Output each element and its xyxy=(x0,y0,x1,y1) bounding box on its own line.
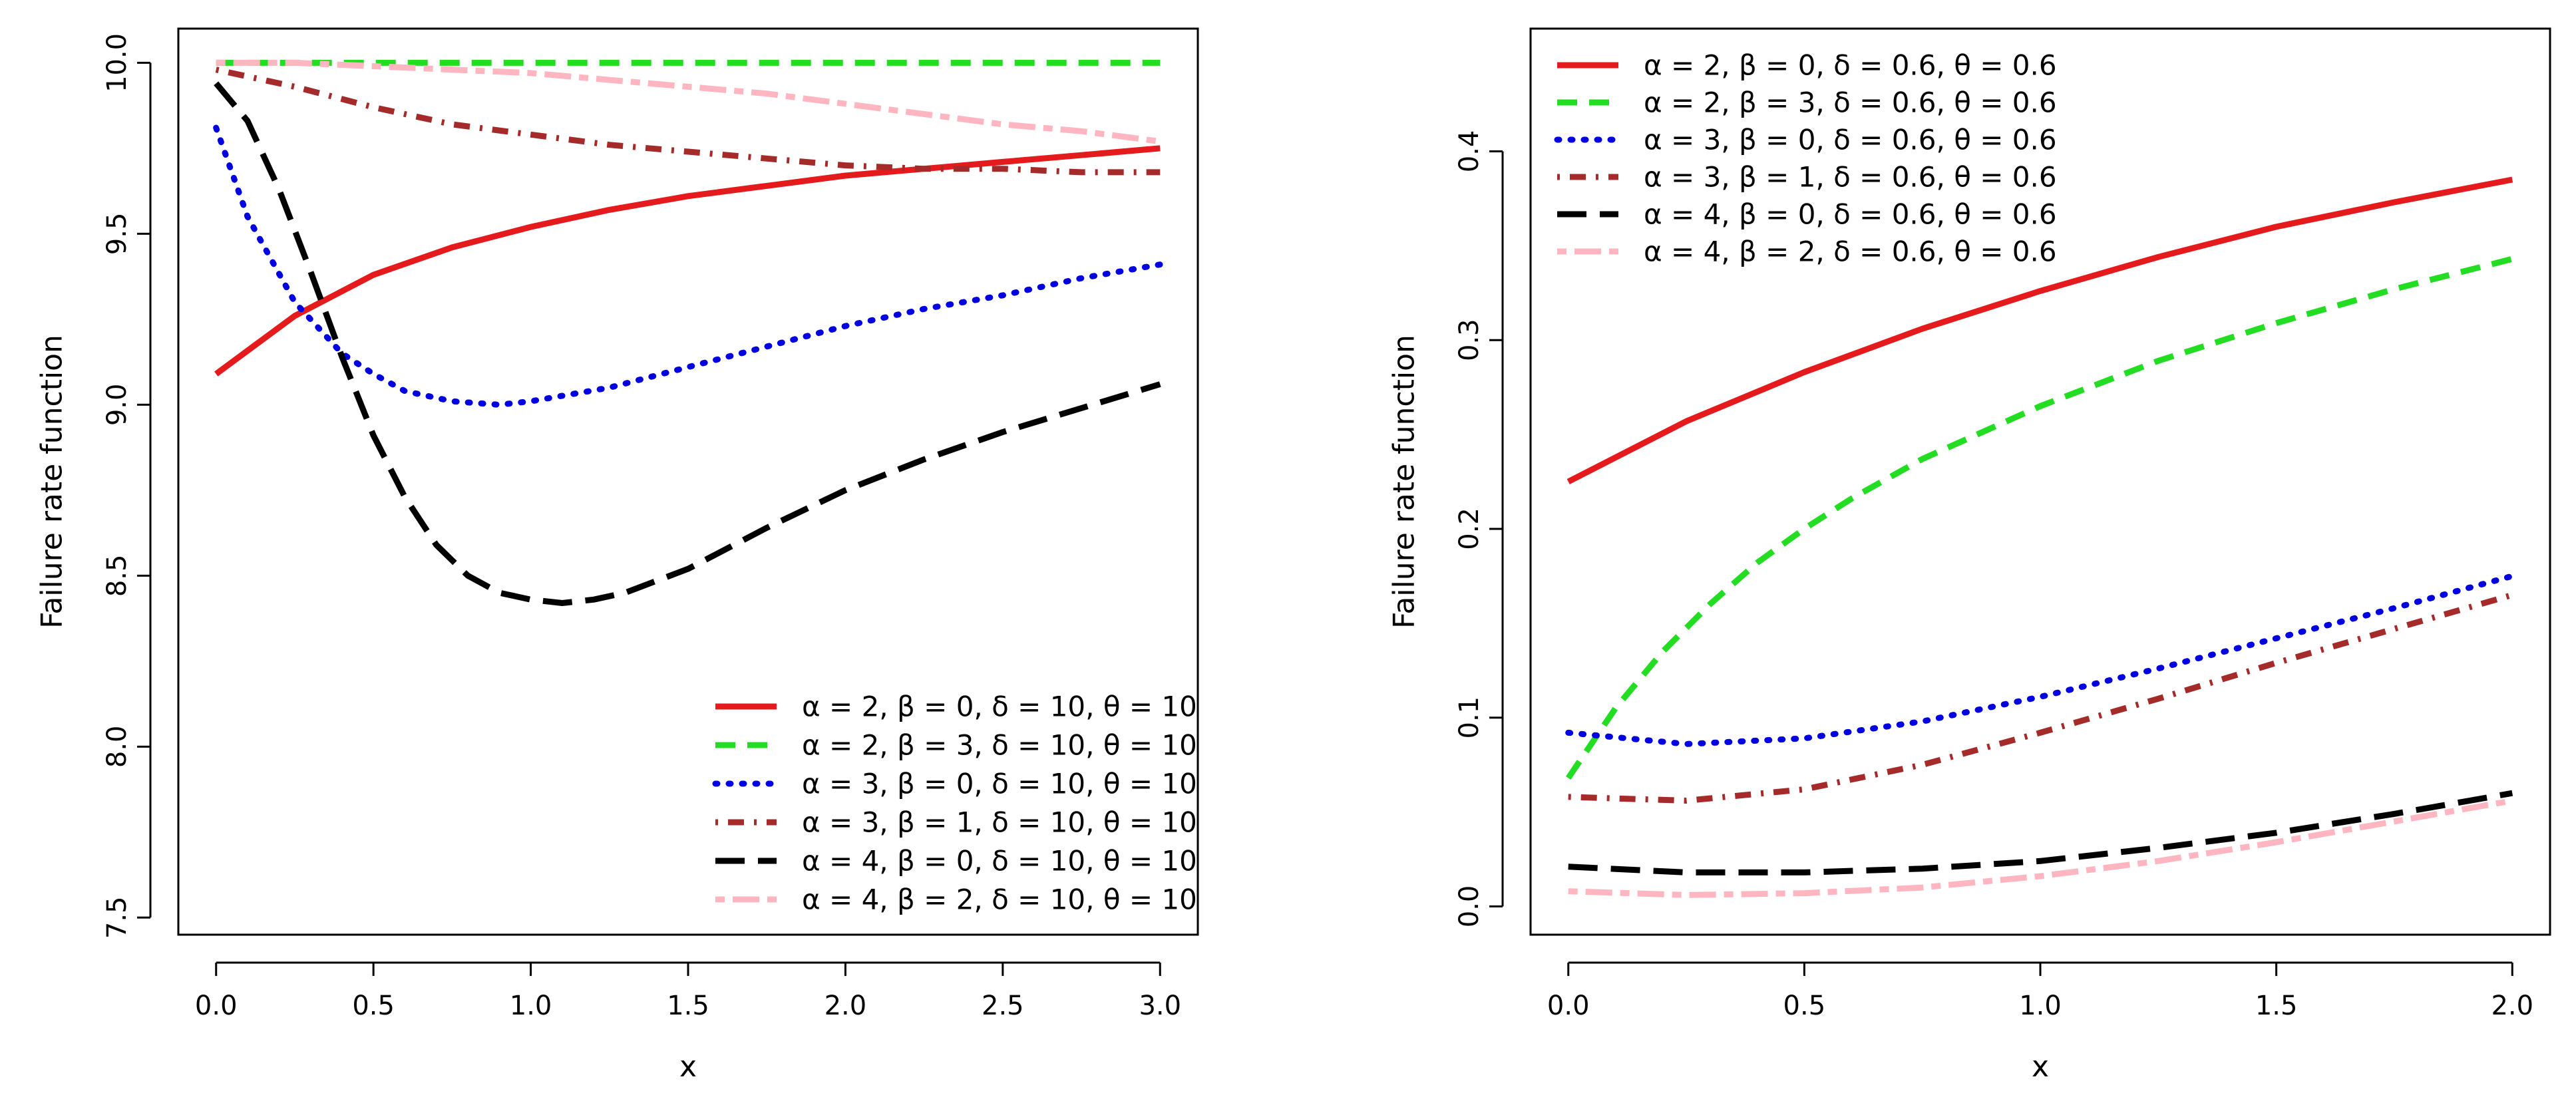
legend-label-6: α = 4, β = 2, δ = 10, θ = 10 xyxy=(802,883,1197,916)
series-line-1 xyxy=(1566,176,2513,485)
x-tick-label: 2.5 xyxy=(982,991,1024,1021)
legend-label-3: α = 3, β = 0, δ = 0.6, θ = 0.6 xyxy=(1644,124,2057,156)
x-tick-label: 1.5 xyxy=(2255,991,2298,1021)
legend-label-2: α = 2, β = 3, δ = 10, θ = 10 xyxy=(802,729,1197,762)
x-tick-label: 1.0 xyxy=(2019,991,2062,1021)
series-group xyxy=(1565,176,2515,898)
x-tick-label: 2.0 xyxy=(825,991,867,1021)
legend-label-5: α = 4, β = 0, δ = 0.6, θ = 0.6 xyxy=(1644,198,2057,231)
x-tick-label: 3.0 xyxy=(1139,991,1181,1021)
legend-label-4: α = 3, β = 1, δ = 10, θ = 10 xyxy=(802,806,1197,839)
series-line-2 xyxy=(1565,255,2513,780)
y-axis-title: Failure rate function xyxy=(35,335,69,629)
y-tick-label: 7.5 xyxy=(102,896,132,939)
x-tick-label: 1.5 xyxy=(667,991,709,1021)
y-axis-title: Failure rate function xyxy=(1387,335,1421,629)
chart-panel-2: 0.0 0.5 1.0 1.5 2.0 0.0 0.1 0.2 0.3 0.4 x Failure r… xyxy=(1387,27,2551,1084)
legend-label-3: α = 3, β = 0, δ = 10, θ = 10 xyxy=(802,768,1197,800)
series-line-3 xyxy=(1565,573,2515,747)
y-tick-label: 9.5 xyxy=(102,213,132,255)
series-line-4 xyxy=(1568,591,2513,804)
x-tick-label: 2.0 xyxy=(2491,991,2533,1021)
x-tick-label: 0.0 xyxy=(1547,991,1590,1021)
y-tick-label: 0.2 xyxy=(1454,508,1485,550)
plot-frame xyxy=(177,27,1199,936)
series-group xyxy=(213,59,1163,606)
series-line-4 xyxy=(215,67,1161,176)
legend-label-4: α = 3, β = 1, δ = 0.6, θ = 0.6 xyxy=(1644,161,2057,194)
series-line-6 xyxy=(216,59,1161,145)
series-line-6 xyxy=(1568,798,2513,898)
legend-label-2: α = 2, β = 3, δ = 0.6, θ = 0.6 xyxy=(1644,86,2057,119)
y-tick-label: 10.0 xyxy=(102,33,132,92)
x-tick-label: 0.5 xyxy=(1783,991,1826,1021)
y-tick-label: 8.0 xyxy=(102,726,132,768)
x-tick-label: 0.0 xyxy=(195,991,238,1021)
x-tick-label: 1.0 xyxy=(510,991,552,1021)
series-line-5 xyxy=(1568,790,2513,875)
y-tick-label: 0.3 xyxy=(1454,319,1485,361)
legend-label-1: α = 2, β = 0, δ = 10, θ = 10 xyxy=(802,691,1197,723)
chart-panel-1: 0.0 0.5 1.0 1.5 2.0 2.5 3.0 7.5 8.0 8.5 9.0 9.5 10.0… xyxy=(35,27,1199,1084)
y-tick-label: 9.0 xyxy=(102,384,132,426)
plot-frame xyxy=(1529,27,2551,936)
legend-label-1: α = 2, β = 0, δ = 0.6, θ = 0.6 xyxy=(1644,49,2057,82)
legend-label-6: α = 4, β = 2, δ = 0.6, θ = 0.6 xyxy=(1644,236,2057,268)
x-tick-label: 0.5 xyxy=(352,991,395,1021)
series-line-3 xyxy=(213,124,1163,408)
y-tick-label: 0.1 xyxy=(1454,697,1485,739)
legend-label-5: α = 4, β = 0, δ = 10, θ = 10 xyxy=(802,845,1197,877)
y-tick-label: 0.0 xyxy=(1454,885,1485,928)
x-axis-title: x xyxy=(2032,1050,2049,1084)
legend: α = 2, β = 0, δ = 0.6, θ = 0.6 α = 2, β =… xyxy=(1554,49,2057,268)
series-line-1 xyxy=(214,145,1161,377)
x-axis-title: x xyxy=(679,1050,697,1084)
y-tick-label: 8.5 xyxy=(102,555,132,597)
y-tick-label: 0.4 xyxy=(1454,130,1485,173)
legend: α = 2, β = 0, δ = 10, θ = 10 α = 2, β = 3… xyxy=(712,691,1197,916)
